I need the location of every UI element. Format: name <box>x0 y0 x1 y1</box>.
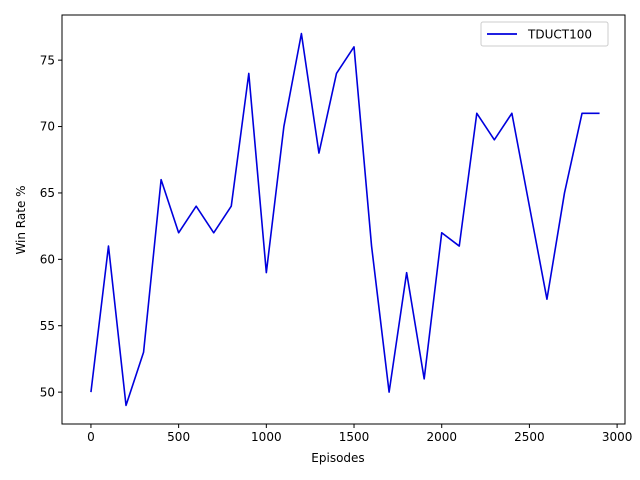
legend-entry-tduct100: TDUCT100 <box>527 28 592 42</box>
legend-box <box>480 21 609 47</box>
y-axis-ticks: 50 55 60 65 70 75 <box>40 53 62 399</box>
x-tick-label: 1000 <box>251 430 282 444</box>
y-tick-label: 50 <box>40 385 55 399</box>
axes-frame <box>61 14 626 425</box>
y-tick-label: 55 <box>40 319 55 333</box>
x-tick-label: 2500 <box>514 430 545 444</box>
y-axis-label: Win Rate % <box>14 185 28 254</box>
y-tick-label: 75 <box>40 53 55 67</box>
legend: TDUCT100 <box>480 21 609 47</box>
x-tick-label: 500 <box>167 430 190 444</box>
series-line-tduct100 <box>90 32 600 407</box>
y-tick-label: 65 <box>40 186 55 200</box>
y-tick-label: 70 <box>40 120 55 134</box>
x-tick-label: 3000 <box>602 430 633 444</box>
x-axis-ticks: 0 500 1000 1500 2000 2500 3000 <box>87 424 632 444</box>
y-tick-label: 60 <box>40 253 55 267</box>
x-tick-label: 0 <box>87 430 95 444</box>
plot-area <box>61 14 626 425</box>
x-axis-label: Episodes <box>311 451 364 465</box>
x-tick-label: 2000 <box>426 430 457 444</box>
x-tick-label: 1500 <box>339 430 370 444</box>
